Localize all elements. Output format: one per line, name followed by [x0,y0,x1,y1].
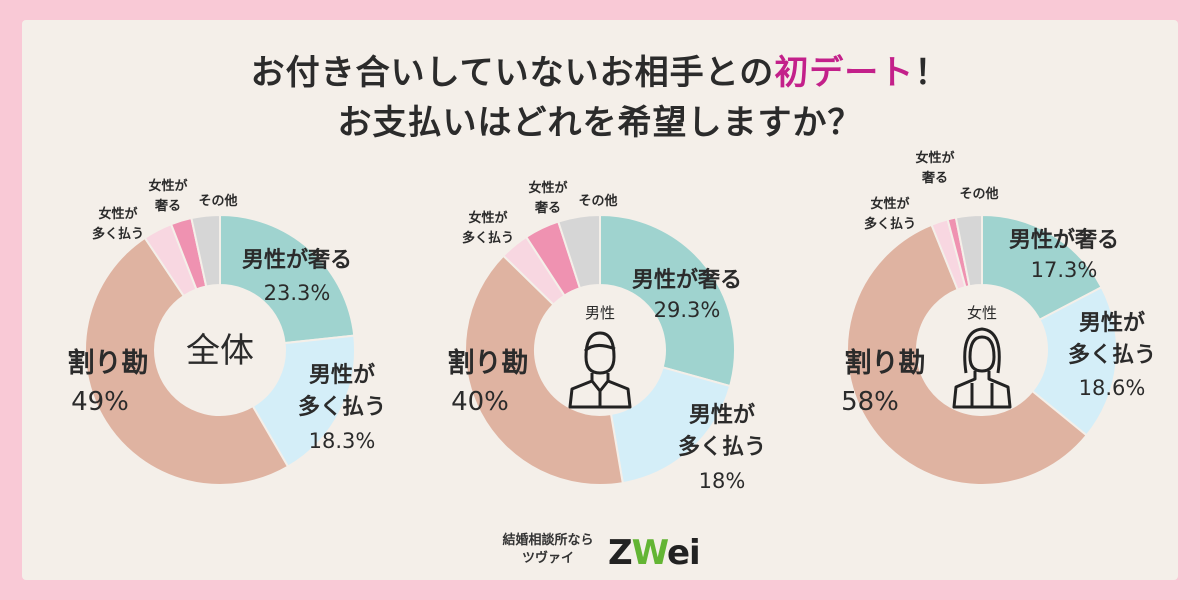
label-male-more-pct: 18.3% [309,429,376,453]
donut-chart-1: 全体男性が奢る23.3%男性が多く払う18.3%割り勘49%女性が多く払う女性が… [68,178,386,486]
slice-split [84,236,290,486]
label-split-pct: 58% [841,387,899,417]
label-male-more-2: 多く払う [1068,342,1156,368]
label-other: その他 [578,193,617,209]
slice-male-pays [981,213,1103,322]
slice-male-pays-more [609,366,732,485]
donut-chart-2: 男性男性が奢る29.3%男性が多く払う18%割り勘40%女性が多く払う女性が奢る… [448,180,767,493]
label-male-pays-pct: 17.3% [1031,258,1098,282]
label-male-more-1: 男性が [689,402,755,428]
woman-icon-outline [952,327,1012,409]
label-other: その他 [198,193,237,209]
label-female-pays-1: 女性が [528,180,567,196]
logo-caption: 結婚相談所なら ツヴァイ [488,532,608,568]
logo-letter-w: W [631,533,668,573]
slice-other [190,213,221,288]
logo-caption-line-1: 結婚相談所なら [502,533,594,548]
slice-split [464,254,624,486]
label-female-pays-2: 奢る [154,198,181,214]
slice-split [846,223,1088,486]
label-male-more-1: 男性が [309,362,375,388]
label-male-pays: 男性が奢る [242,247,352,273]
slice-other [954,213,983,288]
label-female-more-2: 多く払う [864,216,916,232]
label-split: 割り勘 [845,347,926,379]
slice-other [557,213,601,290]
label-male-pays: 男性が奢る [632,267,742,293]
label-female-more-1: 女性が [870,196,909,212]
label-female-pays-1: 女性が [148,178,187,194]
label-male-pays-pct: 23.3% [264,281,331,305]
title: お付き合いしていないお相手との初デート！ お支払いはどれを希望しますか？ [22,48,1178,148]
label-male-pays-pct: 29.3% [654,298,721,322]
slice-male-pays-more [251,334,356,468]
label-male-more-2: 多く払う [298,394,386,420]
label-male-pays: 男性が奢る [1009,227,1119,253]
infographic-panel: お付き合いしていないお相手との初デート！ お支払いはどれを希望しますか？ [22,20,1178,580]
logo-letter-z: Z [608,533,633,573]
title-line-2: お支払いはどれを希望しますか？ [337,103,863,143]
man-icon [568,331,632,409]
logo-caption-line-2: ツヴァイ [521,551,574,566]
center-label: 全体 [186,331,254,371]
donut-chart-3: 女性男性が奢る17.3%男性が多く払う18.6%割り勘58%女性が多く払う女性が… [841,150,1156,486]
label-female-more-1: 女性が [468,210,507,226]
title-suffix: ！ [914,53,950,93]
label-female-more-2: 多く払う [92,226,144,242]
label-female-more-1: 女性が [98,206,137,222]
label-other: その他 [959,186,998,202]
title-line-1: お付き合いしていないお相手との初デート！ [22,48,1178,98]
center-label: 男性 [585,304,615,322]
label-split: 割り勘 [68,347,149,379]
title-accent: 初デート [774,53,915,93]
label-female-pays-1: 女性が [915,150,954,166]
woman-icon [952,327,1012,409]
zwei-logo: ZWei [608,533,701,573]
man-icon-outline [568,331,632,409]
label-male-more-pct: 18% [699,469,746,493]
label-female-more-2: 多く払う [462,230,514,246]
label-split: 割り勘 [448,347,529,379]
slice-male-pays [599,213,736,388]
label-split-pct: 40% [451,387,509,417]
logo-letters-ei: ei [666,533,701,573]
label-female-pays-2: 奢る [534,200,561,216]
title-prefix: お付き合いしていないお相手との [250,53,775,93]
slice-male-pays-more [1030,285,1119,437]
label-split-pct: 49% [71,387,129,417]
label-female-pays-2: 奢る [921,170,948,186]
label-male-more-pct: 18.6% [1079,376,1146,400]
label-male-more-1: 男性が [1079,310,1145,336]
slice-male-pays [219,213,356,345]
center-label: 女性 [967,304,997,322]
label-male-more-2: 多く払う [678,434,766,460]
